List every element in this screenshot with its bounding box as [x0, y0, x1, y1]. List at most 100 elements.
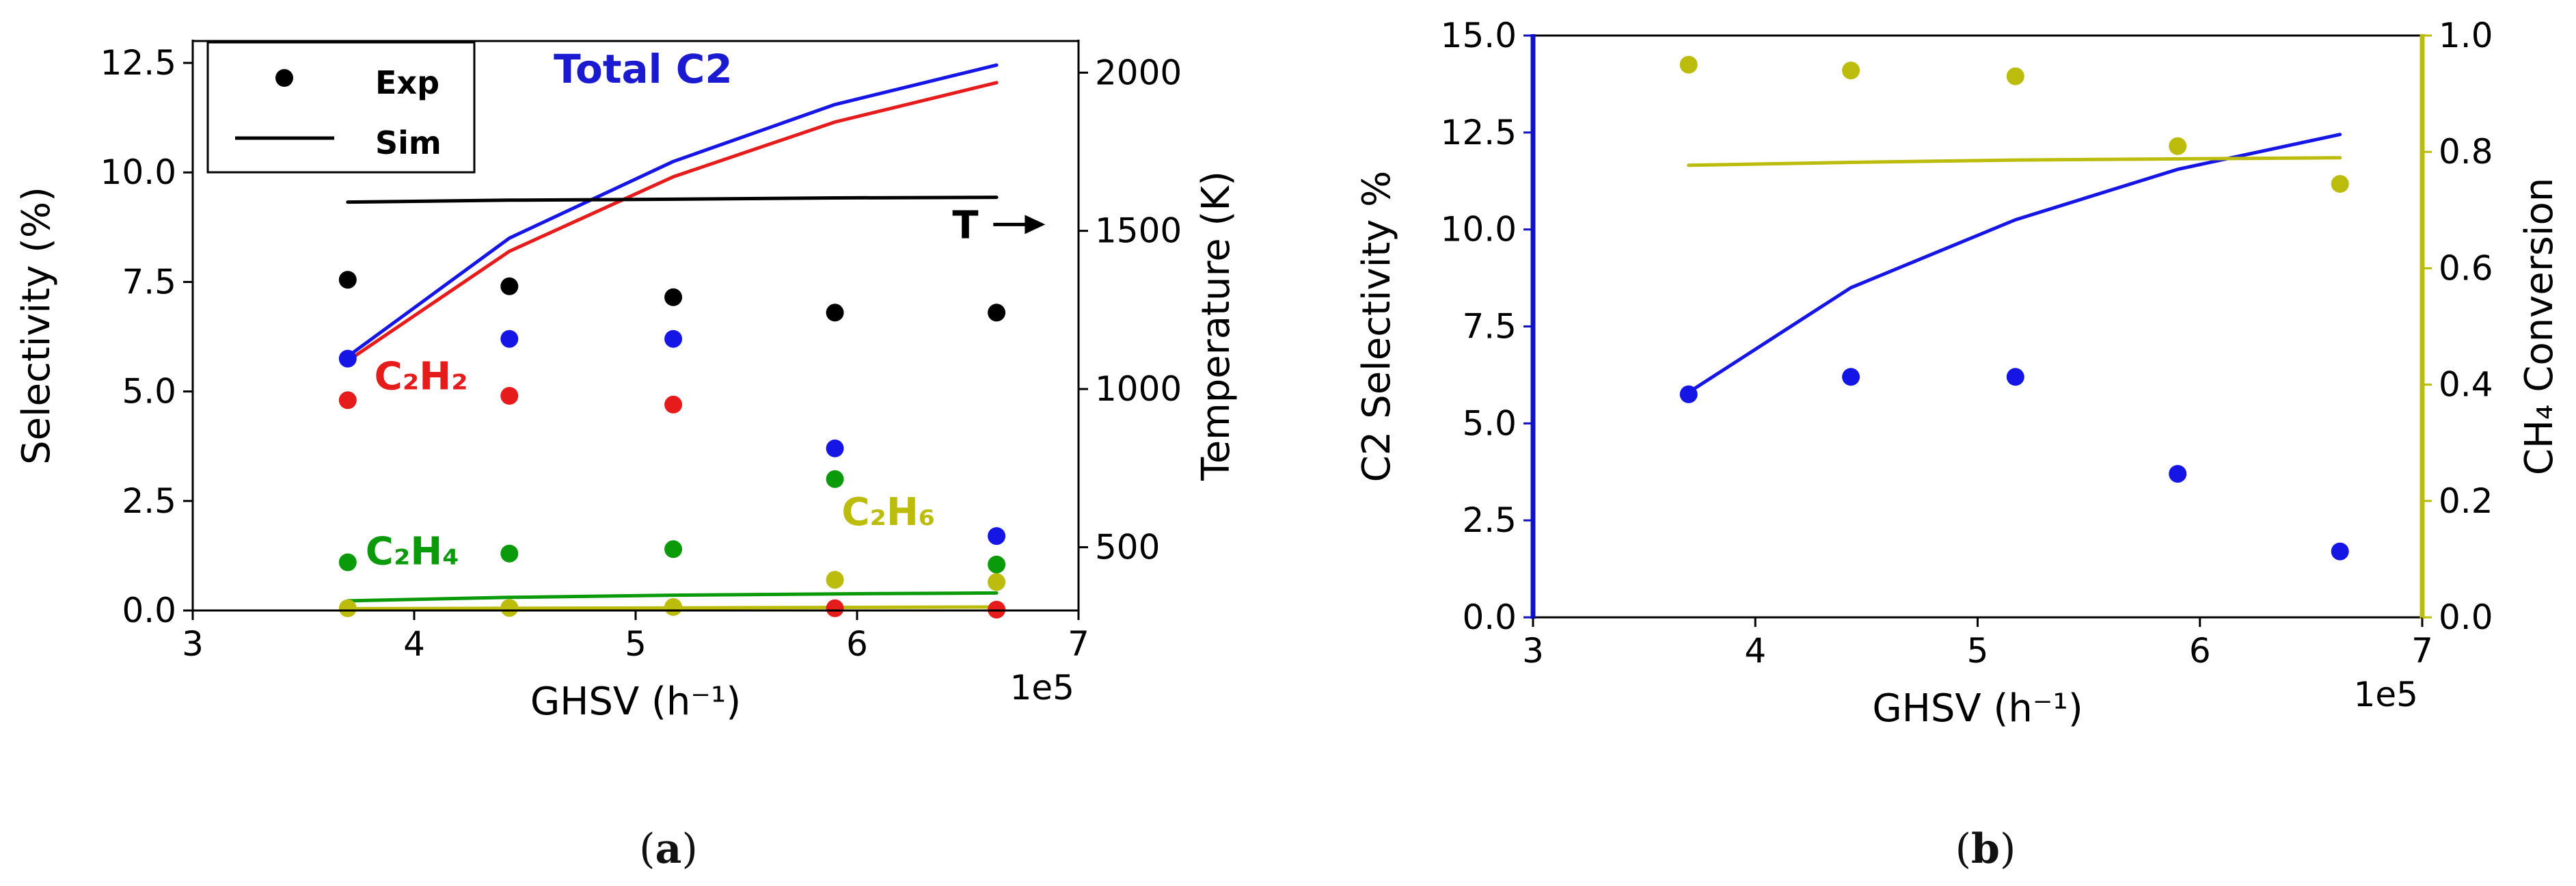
- y-tick-label-right: 500: [1095, 527, 1160, 567]
- caption-part: (: [639, 825, 655, 873]
- x-tick-label: 4: [1744, 631, 1766, 671]
- point-total-c2-exp-: [664, 330, 683, 348]
- x-tick-label: 6: [2189, 631, 2211, 671]
- point-c2h6-exp-: [664, 598, 683, 616]
- x-axis-title: GHSV (h⁻¹): [530, 680, 741, 724]
- y-tick-label-left: 10.0: [100, 152, 176, 192]
- x-tick-label: 4: [403, 624, 425, 664]
- point-c2h4-exp-: [500, 544, 519, 563]
- point-t-exp-: [664, 288, 683, 306]
- y-tick-label-left: 2.5: [122, 481, 176, 521]
- point-t-exp-: [826, 304, 844, 322]
- y-axis-title-left: C2 Selectivity %: [1355, 171, 1399, 483]
- y-tick-label-left: 15.0: [1441, 16, 1517, 55]
- caption-b: (b): [1955, 825, 2016, 873]
- line-c2h2-sim-: [346, 81, 999, 363]
- caption-part: ): [2000, 825, 2016, 873]
- point-t-exp-: [338, 271, 357, 289]
- legend: Exp Sim: [206, 41, 476, 174]
- point-c2h6-exp-: [338, 599, 357, 617]
- y-tick-label-right: 1.0: [2439, 16, 2493, 55]
- y-tick-label-left: 2.5: [1462, 500, 1517, 540]
- point-c2h2-exp-: [664, 395, 683, 414]
- point-ch4-conversion-exp-: [1679, 55, 1698, 74]
- y-tick-label-right: 2000: [1095, 53, 1182, 92]
- chart-b: 3 4 5 6 70.02.55.07.510.012.515.00.00.20.40.…: [1355, 16, 2562, 731]
- x-tick-label: 3: [1522, 631, 1544, 671]
- point-c2-selectivity-exp-: [2169, 465, 2187, 483]
- y-axis-title-right: CH₄ Conversion: [2517, 178, 2562, 475]
- caption-part: (: [1955, 825, 1971, 873]
- point-total-c2-exp-: [338, 349, 357, 368]
- y-tick-label-left: 0.0: [1462, 598, 1517, 637]
- x-tick-label: 7: [2411, 631, 2433, 671]
- point-c2-selectivity-exp-: [1842, 368, 1860, 386]
- point-c2-selectivity-exp-: [2331, 542, 2349, 561]
- annotation-c2h2: C₂H₂: [375, 354, 468, 399]
- caption-a: (a): [639, 825, 698, 873]
- y-tick-label-left: 7.5: [1462, 307, 1517, 347]
- point-total-c2-exp-: [826, 439, 844, 457]
- point-c2h6-exp-: [826, 571, 844, 589]
- chart-a: 3 4 5 6 7 0.0 2.5 5.0 7.5 10.0 12.5 500 1000 1500 2000…: [14, 40, 1238, 724]
- x-tick-label: 7: [1068, 624, 1089, 664]
- y-tick-label-left: 0.0: [122, 591, 176, 630]
- annotation-total-c2: Total C2: [554, 46, 733, 92]
- y-tick-label-right: 0.8: [2439, 132, 2493, 172]
- y-tick-label-left: 10.0: [1441, 210, 1517, 250]
- point-total-c2-exp-: [500, 330, 519, 348]
- y-axis-title-left: Selectivity (%): [14, 187, 59, 465]
- y-axis-title-right: Temperature (K): [1194, 171, 1238, 481]
- y-tick-label-right: 1000: [1095, 369, 1182, 409]
- point-c2h4-exp-: [338, 553, 357, 572]
- point-c2h2-exp-: [500, 387, 519, 405]
- x-tick-label: 5: [625, 624, 647, 664]
- point-c2h4-exp-: [826, 470, 844, 488]
- line-ch4-conversion-sim-: [1687, 156, 2342, 167]
- x-axis-title: GHSV (h⁻¹): [1872, 686, 2083, 731]
- x-tick-label: 6: [846, 624, 868, 664]
- point-c2h4-exp-: [664, 540, 683, 559]
- point-ch4-conversion-exp-: [1842, 62, 1860, 80]
- caption-part: b: [1971, 825, 2000, 873]
- y-tick-label-right: 0.2: [2439, 481, 2493, 521]
- legend-label-exp: Exp: [375, 64, 439, 101]
- y-tick-label-left: 12.5: [100, 43, 176, 83]
- point-c2h6-exp-: [988, 573, 1006, 591]
- point-c2h4-exp-: [988, 555, 1006, 574]
- annotation-c2h4: C₂H₄: [366, 530, 459, 574]
- line-total-c2-sim-: [346, 63, 999, 358]
- x-tick-label: 5: [1967, 631, 1989, 671]
- point-c2h6-exp-: [500, 599, 519, 617]
- point-total-c2-exp-: [988, 527, 1006, 546]
- line-t-sim-: [346, 196, 999, 204]
- y-tick-label-right: 0.6: [2439, 248, 2493, 288]
- legend-marker-exp: [275, 69, 293, 87]
- annotation-t-arrow: T: [952, 203, 978, 247]
- point-t-exp-: [500, 277, 519, 295]
- y-tick-label-right: 1500: [1095, 211, 1182, 251]
- point-ch4-conversion-exp-: [2331, 175, 2349, 193]
- point-c2-selectivity-exp-: [1679, 385, 1698, 403]
- legend-label-sim: Sim: [375, 124, 442, 161]
- point-c2h2-exp-: [338, 391, 357, 410]
- annotation-arrow-head: [1025, 215, 1046, 234]
- x-tick-label: 3: [182, 624, 204, 664]
- y-tick-label-left: 12.5: [1441, 113, 1517, 152]
- y-tick-label-left: 7.5: [122, 262, 176, 301]
- caption-part: a: [655, 825, 682, 873]
- caption-part: ): [681, 825, 697, 873]
- y-tick-label-right: 0.4: [2439, 365, 2493, 405]
- y-tick-label-left: 5.0: [1462, 403, 1517, 443]
- point-ch4-conversion-exp-: [2006, 67, 2024, 85]
- x-axis-offset-label: 1e5: [2354, 675, 2418, 714]
- point-t-exp-: [988, 304, 1006, 322]
- y-tick-label-right: 0.0: [2439, 598, 2493, 637]
- legend-box: [206, 41, 476, 174]
- x-axis-offset-label: 1e5: [1010, 668, 1074, 708]
- point-ch4-conversion-exp-: [2169, 137, 2187, 155]
- y-tick-label-left: 5.0: [122, 372, 176, 412]
- annotation-c2h6: C₂H₆: [841, 490, 935, 535]
- point-c2h2-exp-: [826, 599, 844, 617]
